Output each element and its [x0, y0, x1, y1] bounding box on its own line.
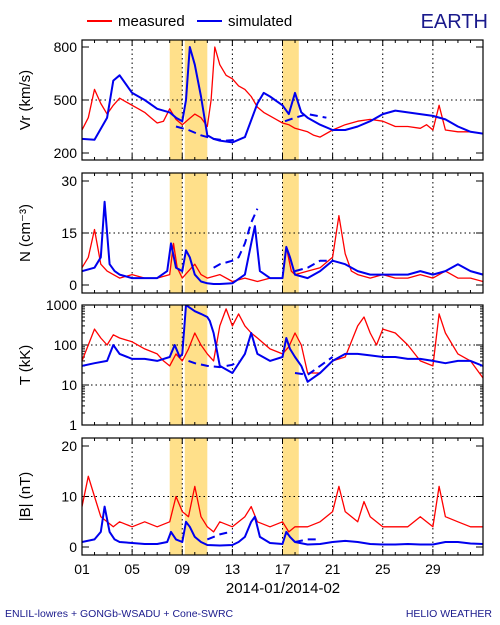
highlight-band — [169, 40, 183, 160]
y-tick-label: 10 — [61, 489, 77, 505]
panel-magnetic-field: 0 10 20 |B| (nT) 01 05 09 13 17 21 25 29 — [17, 437, 484, 577]
highlight-band — [282, 173, 299, 293]
panel-velocity: 200 500 800 Vr (km/s) — [17, 39, 484, 161]
panel-frame — [81, 172, 484, 294]
y-tick-label: 0 — [69, 539, 77, 555]
legend: measured simulated — [87, 13, 292, 30]
series-line-simulated-dashed — [284, 113, 327, 123]
y-tick-label: 800 — [54, 39, 78, 55]
series-line-simulated-dashed — [175, 125, 237, 142]
x-tick-label: 09 — [174, 561, 190, 577]
y-tick-label: 1000 — [46, 297, 77, 313]
y-axis-label: T (kK) — [17, 345, 34, 386]
legend-label-measured: measured — [118, 13, 185, 30]
footer-model-label: ENLIL-lowres + GONGb-WSADU + Cone-SWRC — [5, 608, 234, 620]
y-tick-label: 100 — [54, 337, 78, 353]
y-tick-label: 0 — [69, 277, 77, 293]
y-axis-label: |B| (nT) — [17, 472, 34, 521]
x-tick-label: 25 — [375, 561, 391, 577]
series-line-measured — [82, 215, 483, 283]
y-tick-label: 500 — [54, 92, 78, 108]
x-axis-title: 2014-01/2014-02 — [226, 580, 340, 597]
x-tick-label: 01 — [74, 561, 90, 577]
series-line-simulated-dashed — [294, 538, 321, 543]
panel-frame — [81, 437, 484, 556]
x-tick-label: 21 — [325, 561, 341, 577]
y-tick-label: 10 — [61, 377, 77, 393]
series-line-simulated — [82, 505, 483, 547]
highlight-band — [282, 40, 299, 160]
highlight-band — [282, 305, 299, 425]
panel-temperature: 1 10 100 1000 T (kK) — [17, 297, 484, 433]
y-axis-label: N (cm⁻³) — [17, 204, 34, 262]
y-tick-label: 30 — [61, 173, 77, 189]
series-line-simulated-dashed — [188, 359, 240, 369]
y-tick-label: 20 — [61, 438, 77, 454]
y-tick-label: 1 — [69, 417, 77, 433]
x-tick-label: 05 — [124, 561, 140, 577]
series-line-simulated — [82, 46, 483, 144]
panel-frame — [81, 39, 484, 161]
series-line-measured — [82, 475, 483, 533]
x-tick-label: 13 — [225, 561, 241, 577]
series-line-simulated-dashed — [206, 530, 233, 541]
panel-density: 0 15 30 N (cm⁻³) — [17, 172, 484, 294]
x-tick-label: 29 — [425, 561, 441, 577]
highlight-band — [169, 305, 183, 425]
series-line-measured — [82, 46, 483, 138]
series-group — [82, 475, 483, 547]
series-line-simulated-dashed — [294, 356, 334, 376]
series-line-simulated — [82, 200, 483, 285]
series-group — [82, 200, 483, 285]
highlight-band — [282, 438, 299, 555]
x-tick-label: 17 — [275, 561, 291, 577]
highlight-band — [184, 438, 208, 555]
panel-frame — [81, 304, 484, 426]
highlight-band — [169, 173, 183, 293]
series-group — [82, 305, 483, 383]
series-line-simulated — [82, 305, 483, 383]
footer-brand-label: HELIO WEATHER — [406, 608, 493, 620]
series-group — [82, 46, 483, 144]
highlight-band — [184, 305, 208, 425]
series-line-simulated-dashed — [294, 259, 333, 273]
y-tick-label: 15 — [61, 225, 77, 241]
legend-label-simulated: simulated — [228, 13, 292, 30]
y-tick-label: 200 — [54, 145, 78, 161]
highlight-band — [184, 173, 208, 293]
series-line-simulated-dashed — [213, 208, 259, 269]
chart-title: EARTH — [421, 11, 488, 33]
y-axis-label: Vr (km/s) — [17, 70, 34, 130]
